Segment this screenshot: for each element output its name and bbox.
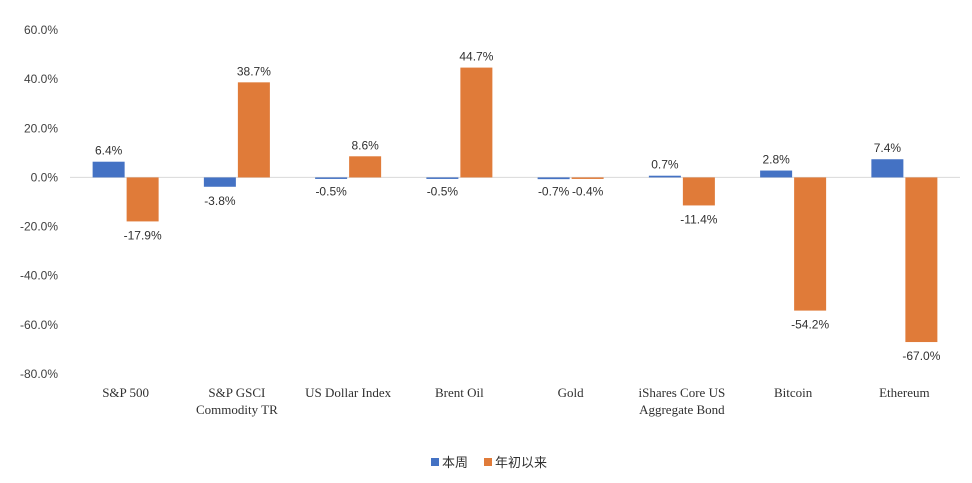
data-label: -0.4% [572,184,604,198]
bar-this-week [203,177,236,187]
category-label: S&P GSCI [208,385,265,400]
category-label: Gold [558,385,585,400]
data-labels: 6.4% -17.9% -3.8% 38.7% -0.5% 8.6% -0.5% 44.7% -… [95,50,941,363]
data-label: 38.7% [237,64,271,78]
y-tick-label: 40.0% [24,72,58,86]
bar-this-week [426,177,459,179]
bars [92,67,938,343]
y-tick-label: -80.0% [20,367,58,381]
data-label: 44.7% [459,50,493,64]
x-axis: S&P 500 S&P GSCI Commodity TR US Dollar Ind… [102,385,929,417]
category-label: iShares Core US [639,385,726,400]
bar-this-week [315,177,348,179]
data-label: -0.5% [315,184,347,198]
category-label: US Dollar Index [305,385,391,400]
legend-label: 本周 [442,456,468,471]
category-label: Ethereum [879,385,930,400]
legend-swatch-ytd [484,458,492,466]
data-label: -67.0% [902,349,940,363]
y-tick-label: 60.0% [24,23,58,37]
category-label: Bitcoin [774,385,813,400]
category-label: Commodity TR [196,402,278,417]
data-label: 6.4% [95,144,123,158]
data-label: 8.6% [351,138,379,152]
y-tick-label: 20.0% [24,121,58,135]
category-label: Aggregate Bond [639,402,725,417]
bar-this-week [537,177,570,180]
bar-this-week [871,159,904,178]
bar-ytd [905,177,938,343]
y-tick-label: -40.0% [20,269,58,283]
data-label: 7.4% [874,141,902,155]
bar-ytd [460,67,493,178]
bar-ytd [349,156,382,178]
category-label: Brent Oil [435,385,484,400]
data-label: 2.8% [762,153,790,167]
data-label: -17.9% [124,228,162,242]
data-label: -54.2% [791,318,829,332]
bar-ytd [682,177,715,206]
bar-this-week [648,175,681,178]
y-tick-label: 0.0% [31,170,59,184]
legend-swatch-this-week [431,458,439,466]
data-label: -11.4% [680,212,717,226]
data-label: -3.8% [204,194,236,208]
bar-this-week [92,161,125,178]
category-label: S&P 500 [102,385,149,400]
bar-ytd [794,177,827,311]
y-tick-label: -20.0% [20,220,58,234]
data-label: 0.7% [651,158,679,172]
legend-label: 年初以来 [495,456,547,471]
legend: 本周 年初以来 [431,456,547,471]
data-label: -0.7% [538,184,570,198]
bar-ytd [126,177,159,222]
y-tick-label: -60.0% [20,318,58,332]
bar-ytd [237,82,270,178]
bar-this-week [760,170,793,178]
bar-ytd [571,177,604,179]
data-label: -0.5% [427,184,459,198]
